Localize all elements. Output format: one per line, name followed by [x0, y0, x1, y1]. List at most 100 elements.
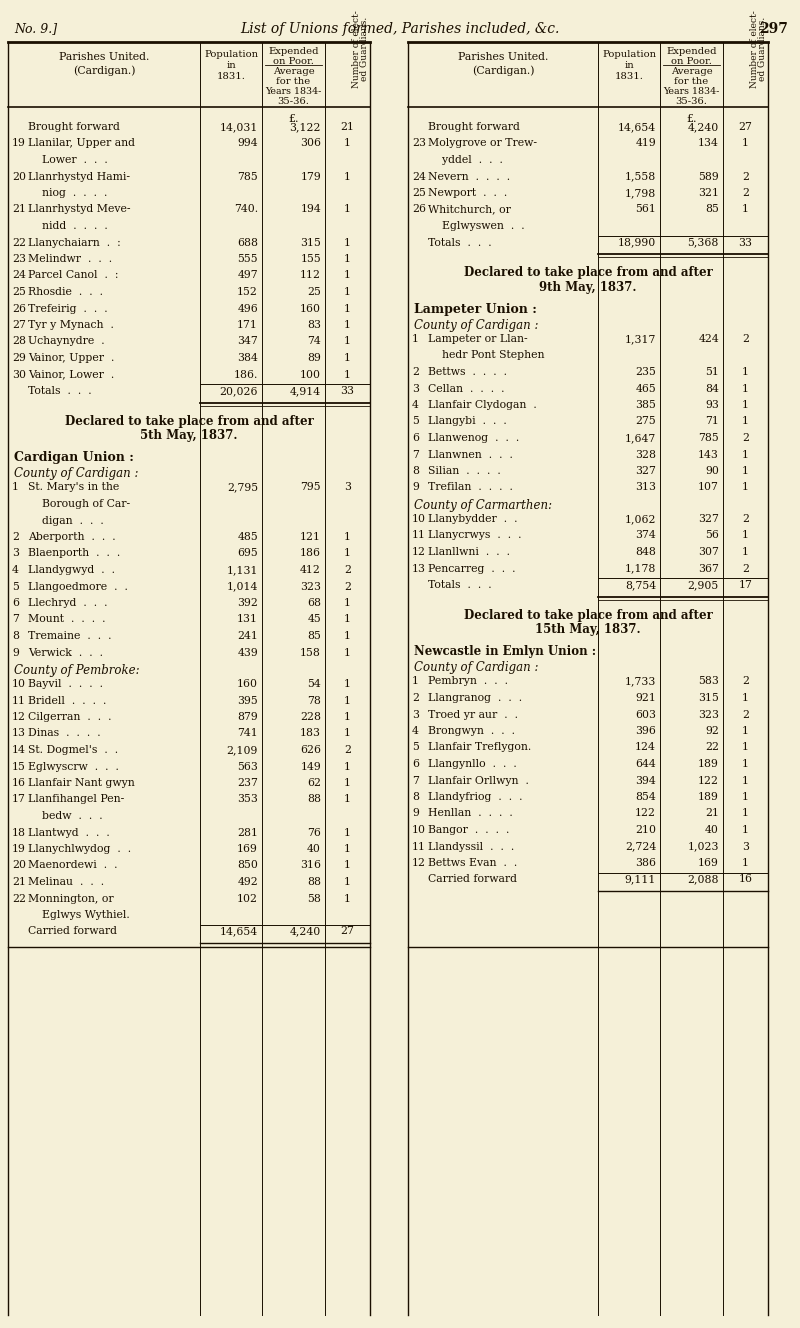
- Text: 90: 90: [705, 466, 719, 475]
- Text: 1,062: 1,062: [625, 514, 656, 525]
- Text: Expended: Expended: [268, 46, 318, 56]
- Text: 25: 25: [12, 287, 26, 297]
- Text: £.: £.: [686, 114, 697, 124]
- Text: Monnington, or: Monnington, or: [28, 894, 114, 903]
- Text: 313: 313: [635, 482, 656, 493]
- Text: 71: 71: [705, 417, 719, 426]
- Text: 740.: 740.: [234, 205, 258, 215]
- Text: 5: 5: [412, 742, 419, 753]
- Text: 8,754: 8,754: [625, 580, 656, 590]
- Text: Years 1834-: Years 1834-: [663, 88, 720, 96]
- Text: County of Cardigan :: County of Cardigan :: [14, 467, 138, 481]
- Text: 21: 21: [12, 205, 26, 215]
- Text: St. Mary's in the: St. Mary's in the: [28, 482, 119, 493]
- Text: County of Cardigan :: County of Cardigan :: [414, 319, 538, 332]
- Text: 1: 1: [742, 205, 749, 215]
- Text: Llanrhystyd Meve-: Llanrhystyd Meve-: [28, 205, 130, 215]
- Text: 412: 412: [300, 564, 321, 575]
- Text: 93: 93: [705, 400, 719, 410]
- Text: 20: 20: [12, 171, 26, 182]
- Text: 158: 158: [300, 648, 321, 657]
- Text: 2: 2: [12, 533, 19, 542]
- Text: 4: 4: [412, 400, 419, 410]
- Text: 315: 315: [300, 238, 321, 247]
- Text: 83: 83: [307, 320, 321, 329]
- Text: 1: 1: [742, 742, 749, 753]
- Text: 12: 12: [412, 858, 426, 869]
- Text: Brongwyn  .  .  .: Brongwyn . . .: [428, 726, 515, 736]
- Text: 1: 1: [742, 367, 749, 377]
- Text: 35-36.: 35-36.: [675, 97, 707, 106]
- Text: Llanfair Treflygon.: Llanfair Treflygon.: [428, 742, 531, 753]
- Text: Llantwyd  .  .  .: Llantwyd . . .: [28, 827, 110, 838]
- Text: 160: 160: [237, 679, 258, 689]
- Text: 25: 25: [307, 287, 321, 297]
- Text: digan  .  .  .: digan . . .: [28, 515, 104, 526]
- Text: 848: 848: [635, 547, 656, 556]
- Text: 1: 1: [344, 679, 351, 689]
- Text: 1,558: 1,558: [625, 171, 656, 182]
- Text: Eglwyscrw  .  .  .: Eglwyscrw . . .: [28, 761, 119, 772]
- Text: Silian  .  .  .  .: Silian . . . .: [428, 466, 501, 475]
- Text: 235: 235: [635, 367, 656, 377]
- Text: 1: 1: [12, 482, 19, 493]
- Text: 994: 994: [238, 138, 258, 149]
- Text: 11: 11: [412, 530, 426, 540]
- Text: Llandyssil  .  .  .: Llandyssil . . .: [428, 842, 514, 851]
- Text: 40: 40: [307, 845, 321, 854]
- Text: Troed yr aur  .  .: Troed yr aur . .: [428, 709, 518, 720]
- Text: 589: 589: [698, 171, 719, 182]
- Text: 367: 367: [698, 563, 719, 574]
- Text: 688: 688: [237, 238, 258, 247]
- Text: 1: 1: [742, 809, 749, 818]
- Text: 1: 1: [344, 631, 351, 641]
- Text: (Cardigan.): (Cardigan.): [472, 65, 534, 76]
- Text: 183: 183: [300, 729, 321, 738]
- Text: 19: 19: [12, 138, 26, 149]
- Text: 3: 3: [412, 384, 419, 393]
- Text: Mount  .  .  .  .: Mount . . . .: [28, 615, 106, 624]
- Text: 1: 1: [742, 482, 749, 493]
- Text: 353: 353: [237, 794, 258, 805]
- Text: 92: 92: [705, 726, 719, 736]
- Text: 17: 17: [12, 794, 26, 805]
- Text: 210: 210: [635, 825, 656, 835]
- Text: 25: 25: [412, 189, 426, 198]
- Text: Parishes United.: Parishes United.: [59, 52, 149, 62]
- Text: 15th May, 1837.: 15th May, 1837.: [535, 624, 641, 636]
- Text: 5: 5: [412, 417, 419, 426]
- Text: 3: 3: [412, 709, 419, 720]
- Text: 1,014: 1,014: [226, 582, 258, 591]
- Text: Carried forward: Carried forward: [28, 927, 117, 936]
- Text: 18: 18: [12, 827, 26, 838]
- Text: 1,178: 1,178: [625, 563, 656, 574]
- Text: 8: 8: [412, 466, 419, 475]
- Text: Brought forward: Brought forward: [28, 122, 120, 131]
- Text: 1: 1: [344, 827, 351, 838]
- Text: 1: 1: [344, 369, 351, 380]
- Text: 169: 169: [698, 858, 719, 869]
- Text: 51: 51: [705, 367, 719, 377]
- Text: 785: 785: [698, 433, 719, 444]
- Text: 1,647: 1,647: [625, 433, 656, 444]
- Text: 12: 12: [12, 712, 26, 722]
- Text: 1: 1: [344, 648, 351, 657]
- Text: 384: 384: [237, 353, 258, 363]
- Text: 1: 1: [344, 171, 351, 182]
- Text: 2: 2: [344, 582, 351, 591]
- Text: 241: 241: [237, 631, 258, 641]
- Text: Verwick  .  .  .: Verwick . . .: [28, 648, 103, 657]
- Text: Average: Average: [273, 66, 314, 76]
- Text: 40: 40: [705, 825, 719, 835]
- Text: 2,088: 2,088: [687, 875, 719, 884]
- Text: 4: 4: [412, 726, 419, 736]
- Text: 394: 394: [635, 776, 656, 785]
- Text: Tremaine  .  .  .: Tremaine . . .: [28, 631, 111, 641]
- Text: 30: 30: [12, 369, 26, 380]
- Text: for the: for the: [674, 77, 709, 86]
- Text: Totals  .  .  .: Totals . . .: [428, 580, 492, 590]
- Text: 644: 644: [635, 760, 656, 769]
- Text: 19: 19: [12, 845, 26, 854]
- Text: 281: 281: [237, 827, 258, 838]
- Text: Rhosdie  .  .  .: Rhosdie . . .: [28, 287, 103, 297]
